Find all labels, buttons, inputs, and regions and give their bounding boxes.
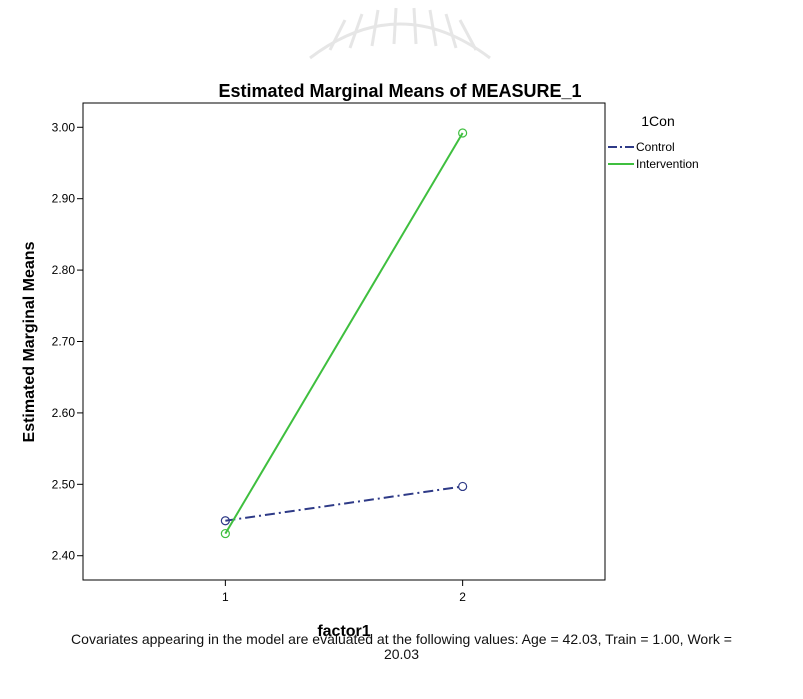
y-tick-label: 2.50 <box>52 477 76 491</box>
y-tick-label: 2.60 <box>52 406 76 420</box>
x-axis-label: factor1 <box>317 623 370 640</box>
y-tick-label: 2.40 <box>52 549 76 563</box>
y-tick-label: 2.70 <box>52 335 76 349</box>
data-point-control <box>458 481 468 492</box>
data-point-control <box>220 516 230 526</box>
y-axis: 2.40 2.50 2.60 2.70 2.80 2.90 3.00 <box>52 120 83 563</box>
plot-frame <box>82 102 606 581</box>
legend: 1Con Control Intervention <box>608 113 699 171</box>
x-tick-label: 2 <box>459 590 466 604</box>
chart-title: Estimated Marginal Means of MEASURE_1 <box>218 81 581 101</box>
series-layer <box>220 128 468 539</box>
series-line-intervention <box>224 132 464 535</box>
data-point-intervention <box>220 528 230 539</box>
y-tick-label: 2.80 <box>52 263 76 277</box>
footnote-line-2: 20.03 <box>383 646 420 662</box>
legend-label-intervention: Intervention <box>636 157 699 171</box>
legend-title: 1Con <box>641 113 674 129</box>
footnote-line-1: Covariates appearing in the model are ev… <box>71 631 732 647</box>
legend-label-control: Control <box>636 140 675 154</box>
data-point-intervention <box>458 128 468 138</box>
watermark-seal <box>309 7 491 60</box>
y-tick-label: 3.00 <box>52 120 76 134</box>
covariates-footnote: Covariates appearing in the model are ev… <box>0 632 803 662</box>
x-tick-label: 1 <box>222 590 229 604</box>
y-tick-label: 2.90 <box>52 192 76 206</box>
y-axis-label: Estimated Marginal Means <box>21 241 38 442</box>
